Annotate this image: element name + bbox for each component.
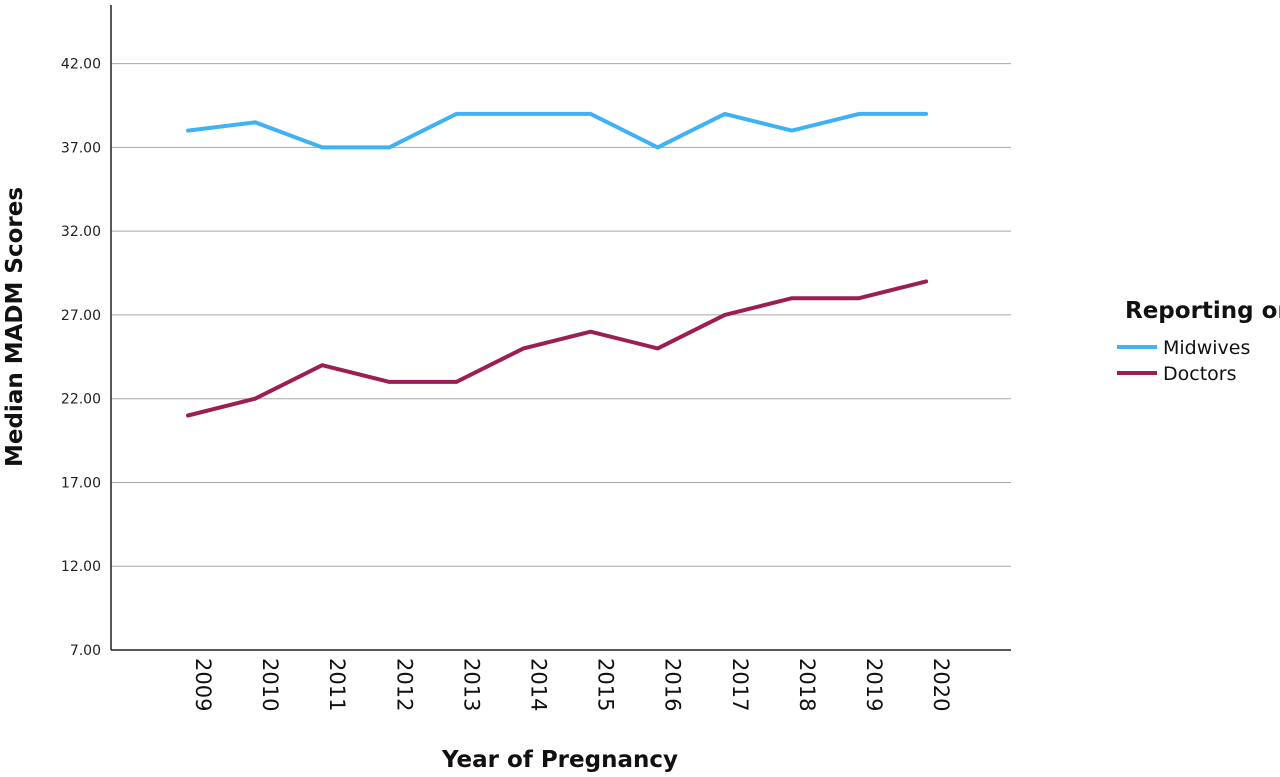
x-axis-ticks: 2009 2010 2011 2012 2013 2014 2015 2016 2017 2018… (191, 658, 953, 711)
y-tick-label: 27.00 (61, 308, 101, 324)
series-line-midwives (186, 111, 929, 150)
y-axis-title: Median MADM Scores (2, 187, 28, 467)
legend: Reporting on: Midwives Doctors (1117, 298, 1280, 385)
y-tick-label: 37.00 (61, 140, 101, 156)
x-tick-label: 2015 (594, 658, 618, 711)
x-tick-label: 2009 (191, 658, 215, 711)
x-tick-label: 2014 (527, 658, 551, 711)
x-tick-label: 2016 (661, 658, 685, 711)
legend-label-doctors: Doctors (1163, 363, 1237, 385)
y-axis-ticks: 7.00 12.00 17.00 22.00 27.00 32.00 37.00 42.00 (61, 57, 101, 659)
y-tick-label: 32.00 (61, 224, 101, 240)
series-line-doctors (186, 279, 929, 418)
x-tick-label: 2011 (325, 658, 349, 711)
y-tick-label: 17.00 (61, 475, 101, 491)
x-tick-label: 2010 (258, 658, 282, 711)
legend-label-midwives: Midwives (1163, 337, 1250, 359)
x-tick-label: 2017 (728, 658, 752, 711)
y-tick-label: 22.00 (61, 392, 101, 408)
y-tick-label: 7.00 (70, 643, 101, 659)
y-tick-label: 42.00 (61, 57, 101, 73)
x-axis-title: Year of Pregnancy (441, 747, 678, 773)
legend-title: Reporting on: (1125, 298, 1280, 324)
x-tick-label: 2012 (392, 658, 416, 711)
x-tick-label: 2018 (795, 658, 819, 711)
y-tick-label: 12.00 (61, 559, 101, 575)
x-tick-label: 2020 (929, 658, 953, 711)
x-tick-label: 2013 (459, 658, 483, 711)
x-tick-label: 2019 (862, 658, 886, 711)
legend-items: Midwives Doctors (1117, 337, 1250, 385)
series-lines (186, 111, 929, 418)
grid-lines (111, 63, 1011, 567)
